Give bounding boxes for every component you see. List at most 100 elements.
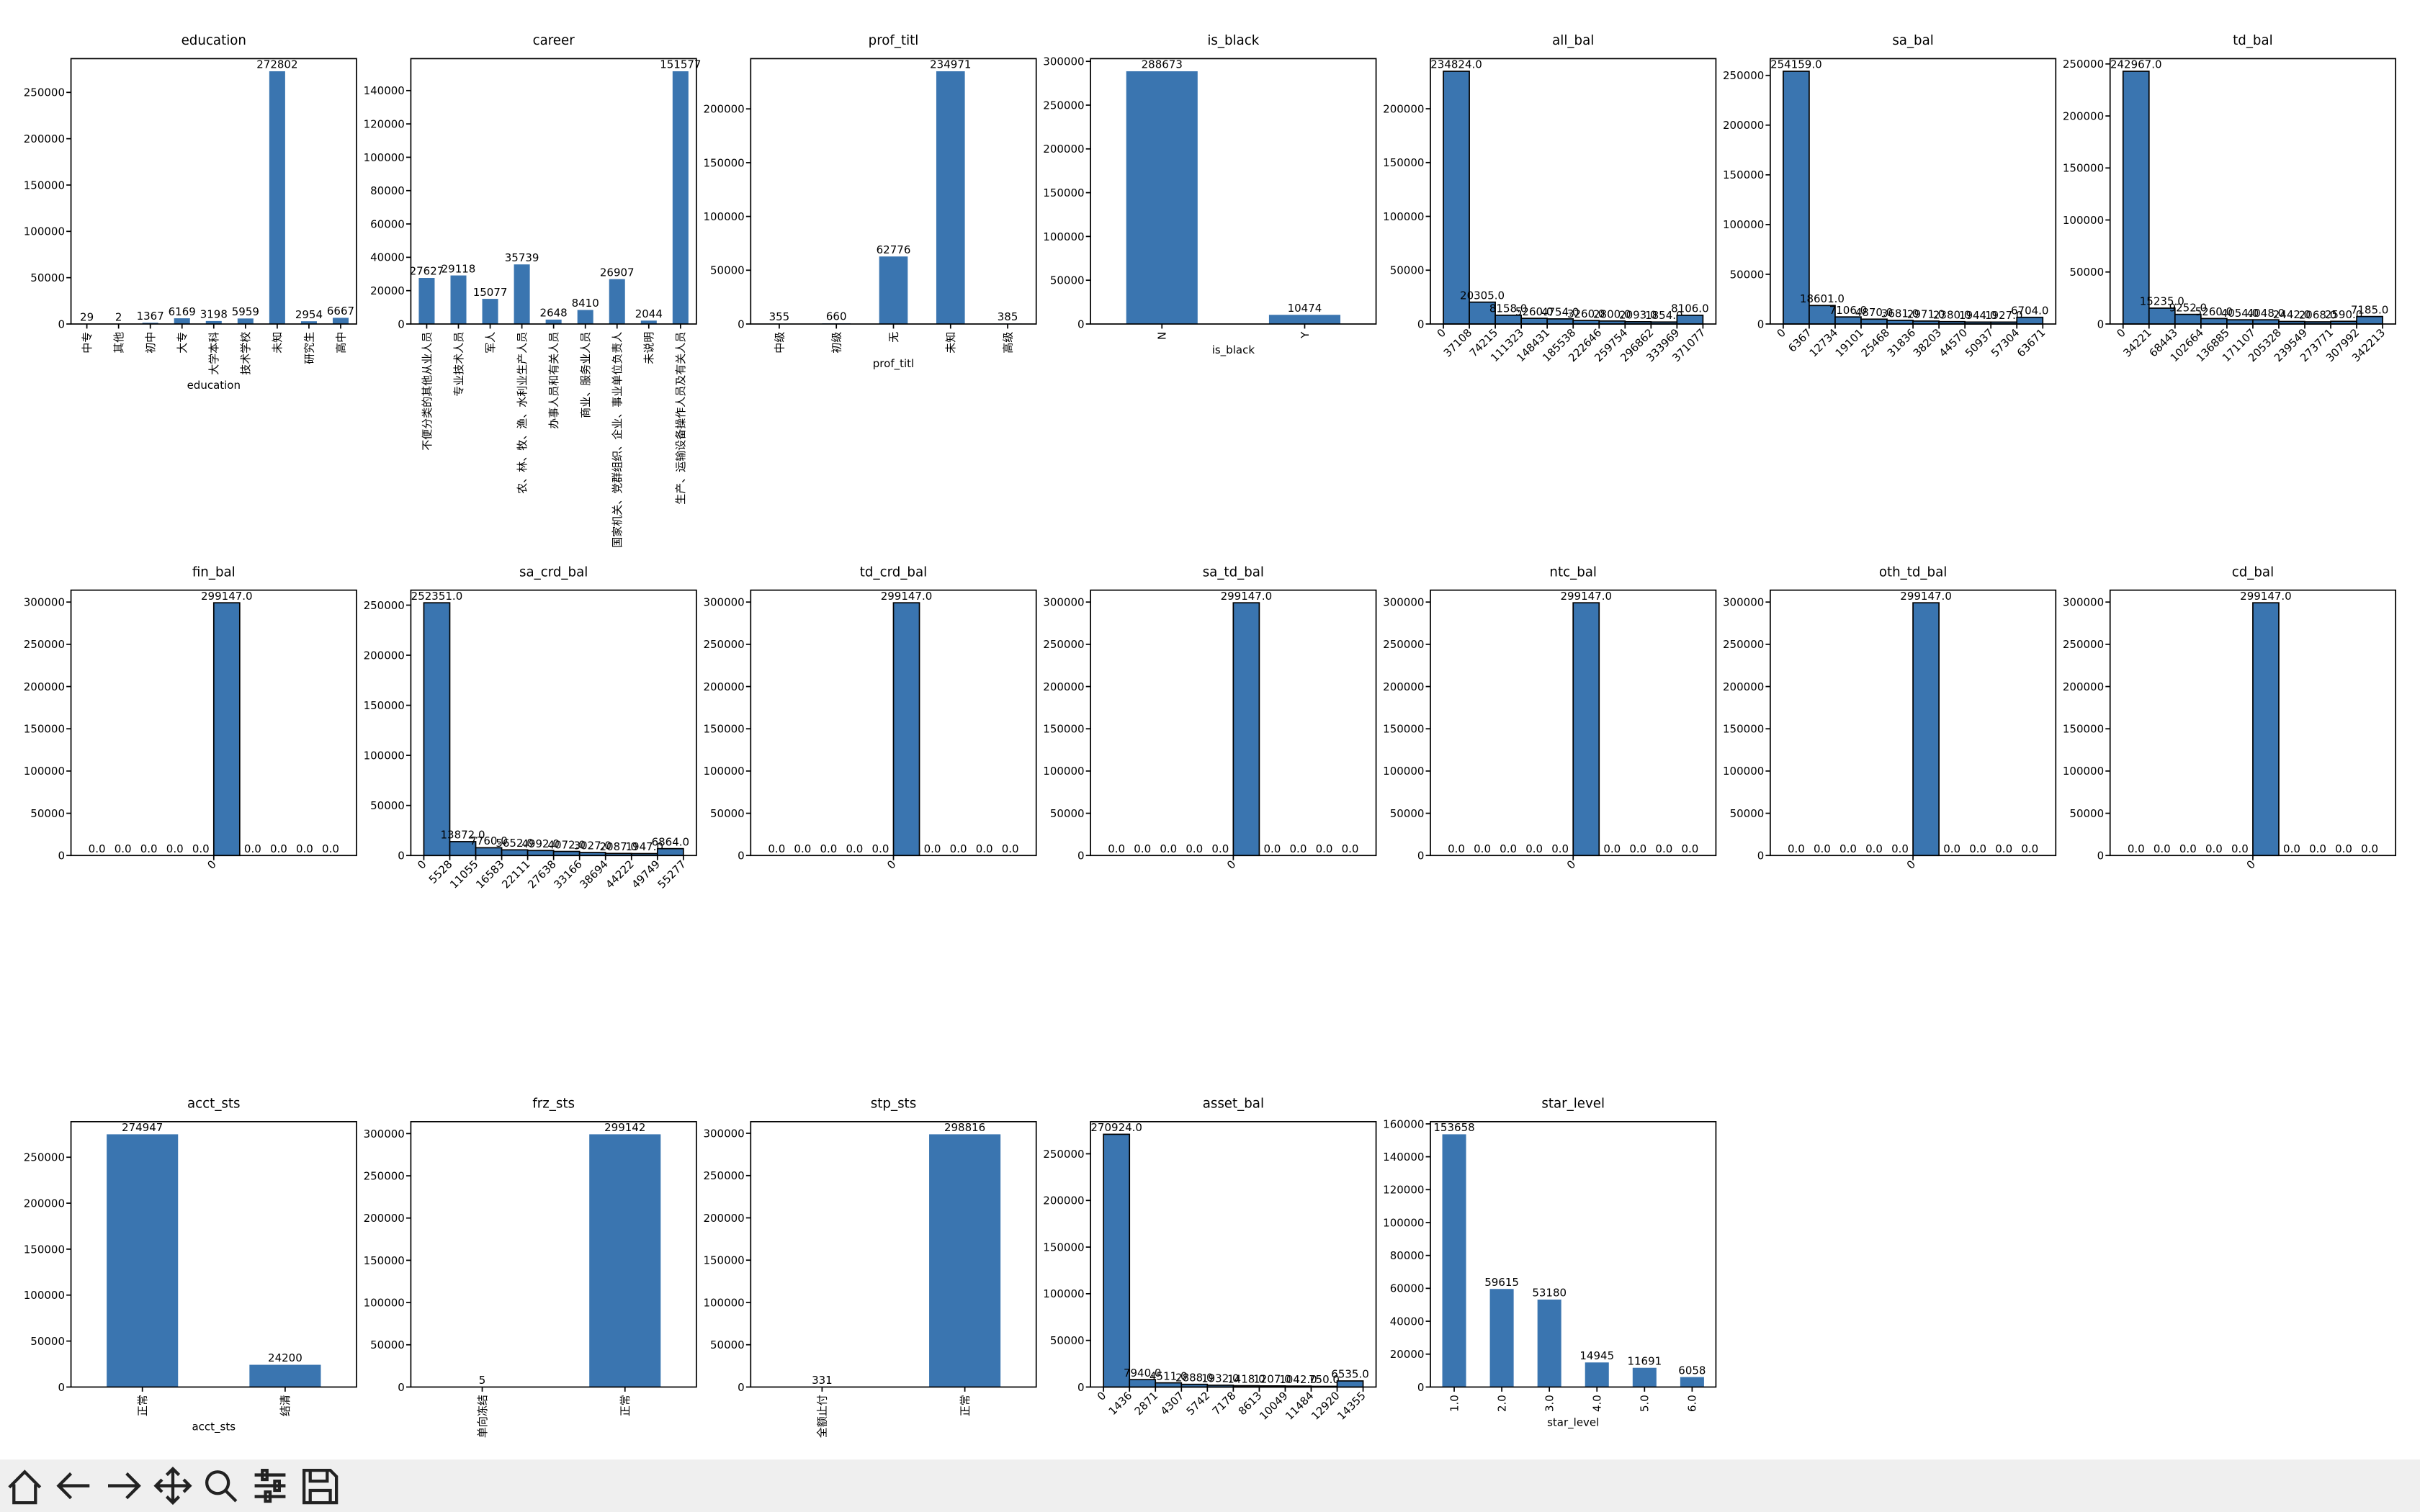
- y-tick-label: 60000: [370, 217, 405, 230]
- y-tick-label: 100000: [703, 765, 744, 778]
- subplot-title: fin_bal: [192, 564, 236, 580]
- value-label: 0.0: [192, 842, 210, 855]
- axes-frame: [1770, 58, 2057, 325]
- y-tick-label: 250000: [703, 1169, 744, 1182]
- value-label: 6864.0: [652, 835, 690, 848]
- value-label: 15077: [473, 286, 508, 299]
- axes-frame: [1430, 58, 1717, 325]
- y-tick-label: 150000: [1383, 723, 1424, 736]
- subplot: oth_td_bal 0 50000 100000 150000 200000 250000…: [1723, 564, 2057, 872]
- axes-frame: [1430, 589, 1717, 857]
- histogram-bar: [2016, 316, 2044, 325]
- forward-button[interactable]: [108, 1472, 141, 1500]
- axes-frame: [70, 1121, 357, 1388]
- value-label: 1932.0: [1201, 1372, 1240, 1385]
- value-label: 2380.0: [1933, 308, 1971, 321]
- x-tick-label: 办事人员和有关人员: [547, 332, 560, 429]
- y-tick-label: 250000: [1043, 1148, 1084, 1161]
- value-label: 0.0: [1474, 842, 1491, 855]
- value-label: 1418.0: [1227, 1372, 1265, 1385]
- histogram-bar: [1912, 602, 1940, 857]
- value-label: 15235.0: [2140, 295, 2184, 308]
- y-tick-label: 200000: [2063, 109, 2104, 122]
- x-tick-label: 未知: [944, 332, 957, 354]
- y-tick-label: 50000: [710, 1338, 745, 1351]
- value-label: 0.0: [1995, 842, 2012, 855]
- histogram-bar: [656, 847, 684, 857]
- y-tick-label: 100000: [364, 1296, 405, 1309]
- value-label: 6169: [169, 305, 196, 318]
- y-tick-label: 160000: [1383, 1117, 1424, 1130]
- zoom-button[interactable]: [205, 1470, 238, 1503]
- histogram-bar: [1232, 602, 1260, 857]
- axes-frame: [70, 589, 357, 857]
- subplot-title: cd_bal: [2232, 564, 2274, 580]
- bar: [879, 256, 908, 324]
- x-axis-label: education: [187, 379, 241, 392]
- value-label: 1944.0: [1959, 309, 1997, 322]
- toolbar-background: [0, 1459, 2420, 1512]
- value-label: 9252.0: [2169, 301, 2208, 314]
- value-label: 5260.0: [1515, 305, 1554, 318]
- y-tick-label: 80000: [370, 184, 405, 197]
- value-label: 2590.0: [2325, 308, 2363, 321]
- y-tick-label: 200000: [364, 1212, 405, 1225]
- subplot: sa_td_bal 0 50000 100000 150000 200000 250000 3…: [1043, 564, 1377, 872]
- bar: [1126, 71, 1198, 325]
- value-label: 11691: [1627, 1354, 1662, 1367]
- back-button[interactable]: [56, 1472, 90, 1500]
- y-tick-label: 200000: [1043, 1194, 1084, 1207]
- x-tick-label: 3.0: [1543, 1395, 1556, 1412]
- value-label: 234824.0: [1430, 58, 1482, 71]
- subplot: education 0 50000 100000 150000 200000 250000 2…: [24, 33, 357, 392]
- x-tick-label: 正常: [136, 1395, 149, 1416]
- value-label: 4870.0: [1855, 306, 1894, 319]
- x-tick-label: 研究生: [302, 332, 315, 364]
- y-tick-label: 200000: [2063, 680, 2104, 693]
- y-tick-label: 50000: [370, 1338, 405, 1351]
- value-label: 0.0: [1943, 842, 1960, 855]
- value-label: 270924.0: [1090, 1121, 1142, 1134]
- value-label: 0.0: [2179, 842, 2197, 855]
- y-tick-label: 300000: [703, 1127, 744, 1140]
- configure-button[interactable]: [254, 1468, 286, 1503]
- value-label: 0.0: [2309, 842, 2326, 855]
- value-label: 5652.0: [496, 837, 534, 850]
- value-label: 385: [998, 310, 1018, 323]
- y-tick-label: 50000: [710, 264, 745, 277]
- y-tick-label: 150000: [703, 1254, 744, 1267]
- value-label: 20305.0: [1460, 289, 1505, 302]
- histogram-bar: [1783, 71, 1810, 325]
- y-tick-label: 40000: [370, 251, 405, 264]
- y-tick-label: 150000: [1383, 156, 1424, 169]
- x-tick-label: 无: [887, 332, 900, 343]
- value-label: 0.0: [2205, 842, 2223, 855]
- value-label: 0.0: [1551, 842, 1569, 855]
- home-button[interactable]: [8, 1470, 42, 1505]
- bar: [269, 71, 285, 325]
- save-button[interactable]: [302, 1469, 339, 1505]
- value-label: 1042.0: [1279, 1373, 1317, 1386]
- histogram-bar: [423, 602, 451, 857]
- subplot-title: star_level: [1541, 1097, 1605, 1112]
- value-label: 299147.0: [201, 590, 253, 603]
- value-label: 27627: [410, 265, 444, 278]
- y-tick-label: 100000: [1383, 210, 1424, 223]
- y-tick-label: 200000: [24, 680, 65, 693]
- pan-button[interactable]: [153, 1466, 192, 1506]
- value-label: 18601.0: [1800, 292, 1845, 305]
- value-label: 151577: [660, 58, 701, 71]
- x-axis-label: acct_sts: [192, 1420, 236, 1434]
- y-tick-label: 0: [738, 850, 745, 863]
- y-tick-label: 150000: [1723, 723, 1764, 736]
- x-tick-label: 未知: [271, 332, 284, 354]
- value-label: 254159.0: [1770, 58, 1822, 71]
- bar: [589, 1134, 661, 1387]
- x-tick-label: 中级: [773, 332, 786, 354]
- y-tick-label: 250000: [1043, 638, 1084, 651]
- figure-background: [0, 0, 2420, 1459]
- value-label: 29118: [442, 262, 476, 275]
- y-tick-label: 150000: [2063, 162, 2104, 175]
- value-label: 0.0: [872, 842, 889, 855]
